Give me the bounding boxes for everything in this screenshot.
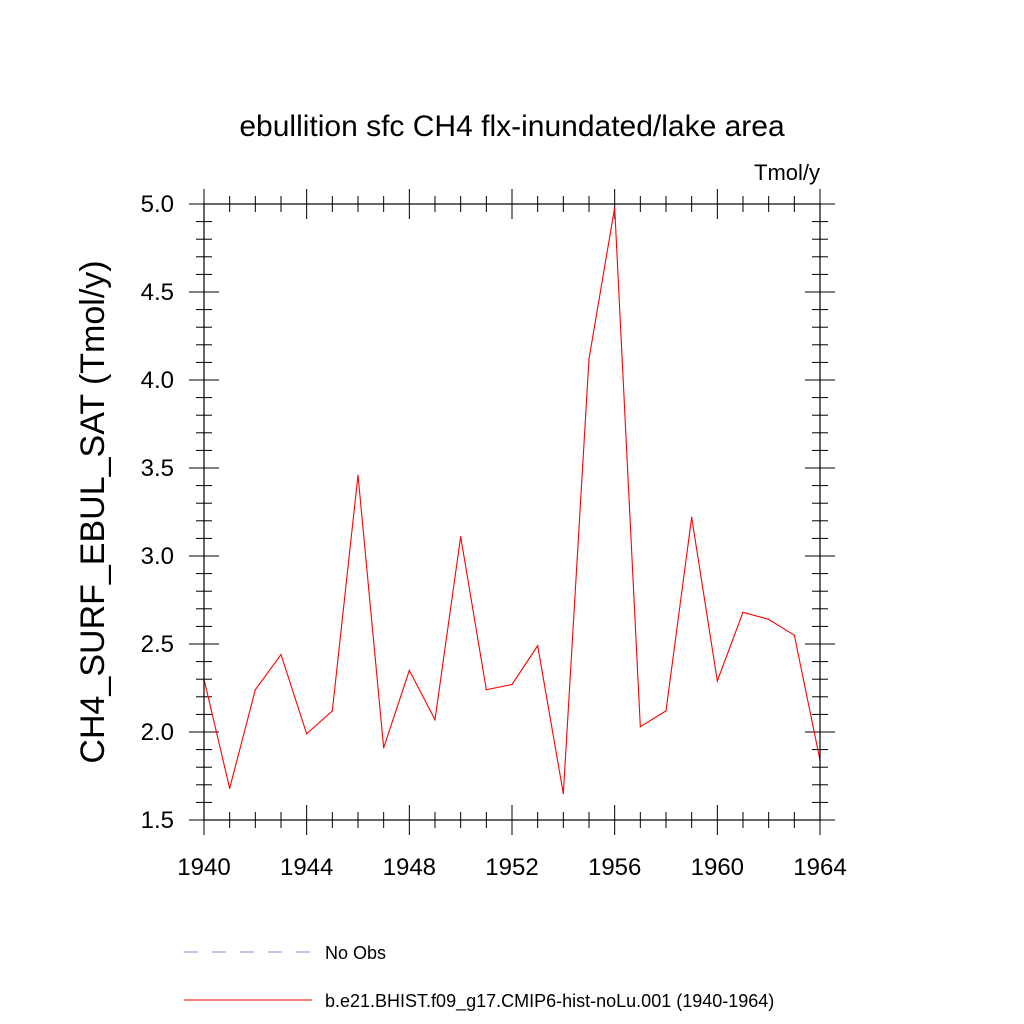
data-point [691,516,693,518]
data-point [357,474,359,476]
data-point [331,710,333,712]
data-point [639,726,641,728]
y-tick-label: 1.5 [141,807,174,834]
series-line [203,207,821,794]
data-point [588,358,590,360]
legend-label-no-obs: No Obs [325,943,386,963]
x-tick-label: 1940 [177,854,230,881]
chart-title: ebullition sfc CH4 flx-inundated/lake ar… [239,110,785,143]
y-tick-label: 3.0 [141,543,174,570]
data-point [229,787,231,789]
data-point [485,689,487,691]
data-point [614,206,616,209]
x-tick-label: 1960 [691,854,744,881]
y-tick-label: 4.5 [141,279,174,306]
y-tick-label: 2.5 [141,631,174,658]
data-point [460,536,462,538]
x-tick-label: 1956 [588,854,641,881]
data-point [383,747,385,749]
data-point [562,793,564,795]
data-point [408,669,410,672]
data-point [280,653,282,656]
data-point [306,733,308,735]
y-tick-labels: 1.5 2.0 2.5 3.0 3.5 4.0 4.5 5.0 [141,191,174,834]
plot-frame [203,203,821,821]
series-layer [203,206,821,795]
major-ticks [189,189,835,835]
data-point [537,645,539,647]
data-point [665,710,667,712]
y-tick-label: 2.0 [141,719,174,746]
data-point [742,611,744,613]
y-tick-label: 4.0 [141,367,174,394]
minor-ticks [196,196,828,828]
x-tick-label: 1944 [280,854,333,881]
x-tick-labels: 1940 1944 1948 1952 1956 1960 1964 [177,854,846,881]
x-tick-label: 1952 [485,854,538,881]
x-tick-label: 1964 [793,854,846,881]
x-tick-label: 1948 [383,854,436,881]
data-point [768,618,770,620]
legend: No Obs b.e21.BHIST.f09_g17.CMIP6-hist-no… [184,943,774,1012]
data-point [793,634,795,636]
data-point [716,680,718,682]
units-label: Tmol/y [754,160,820,185]
data-point [511,683,513,686]
data-point [254,689,256,691]
y-axis-label: CH4_SURF_EBUL_SAT (Tmol/y) [74,260,112,763]
data-point [434,719,436,721]
y-tick-label: 5.0 [141,191,174,218]
legend-label-model-run: b.e21.BHIST.f09_g17.CMIP6-hist-noLu.001 … [325,991,774,1012]
y-tick-label: 3.5 [141,455,174,482]
